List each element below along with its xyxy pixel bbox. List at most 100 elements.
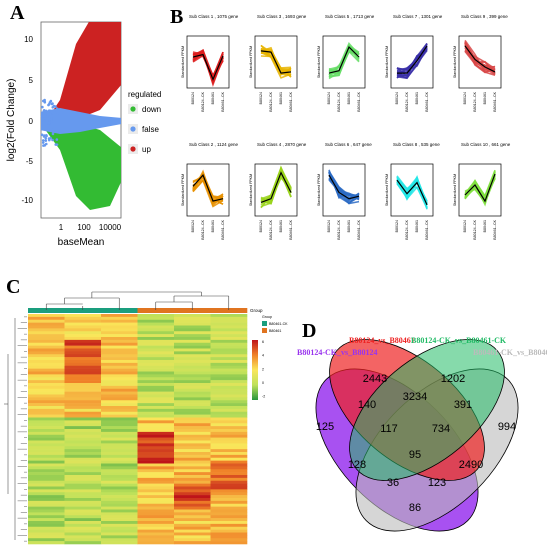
heatmap-cell [210, 506, 248, 510]
subplot-x-tick: B80461 [483, 92, 487, 104]
heatmap-cell [137, 380, 175, 384]
heatmap-cell [64, 383, 102, 387]
heatmap-cell [64, 452, 102, 456]
subplot-y-title: Standardized FPKM [317, 174, 321, 206]
heatmap-cell [64, 342, 102, 346]
heatmap-cell [28, 331, 65, 335]
heatmap-cell [64, 426, 102, 430]
heatmap-cell [137, 368, 175, 372]
group-legend-subtitle: Group [262, 315, 272, 319]
heatmap-cell [28, 408, 65, 413]
ma-point [52, 128, 56, 131]
subplot-x-tick: B80461 [211, 220, 215, 232]
color-scale-tick: 6 [262, 340, 264, 344]
heatmap-cell [174, 328, 211, 332]
cluster-subplot: Sub Class 4 , 2870 gene Standardized FPKM… [249, 142, 307, 240]
subplot-x-tick: B80461 [211, 92, 215, 104]
heatmap-cell [137, 408, 175, 413]
ma-plot-outliers [40, 98, 59, 147]
heatmap-cell [28, 472, 65, 476]
heatmap-cell [210, 403, 248, 407]
mean-profile-line [464, 45, 496, 73]
heatmap-cell [174, 449, 211, 453]
heatmap-cell [64, 420, 102, 424]
heatmap-cell [137, 498, 175, 502]
heatmap-cell [137, 322, 175, 326]
venn-count: 1202 [441, 373, 465, 385]
heatmap-cell [101, 380, 138, 384]
heatmap-cell [64, 345, 102, 349]
ma-point [55, 110, 58, 114]
subplot-x-tick: B80124--CK [405, 219, 409, 239]
heatmap-cell [64, 523, 102, 528]
heatmap-cell [28, 351, 65, 355]
ma-point [41, 115, 45, 118]
false-cloud [41, 108, 121, 134]
heatmap-cell [137, 452, 175, 456]
subplot-frame [458, 35, 502, 89]
heatmap-cell [64, 466, 102, 470]
ma-point [48, 138, 51, 142]
mean-profile-line [397, 45, 428, 74]
ma-point [50, 102, 54, 106]
panel-label-b: B [170, 6, 184, 28]
heatmap-cell [210, 357, 248, 361]
heatmap-cell [64, 460, 102, 464]
heatmap-legend: Group Group B80461-CK B80461 6 4 2 0 -2 [250, 308, 288, 400]
heatmap-cell [28, 486, 65, 490]
heatmap-cell [28, 437, 65, 441]
venn-count: 2490 [459, 459, 483, 471]
heatmap-cell [64, 506, 102, 510]
subplot-x-tick: B80124--CK [201, 219, 205, 239]
heatmap-cell [137, 463, 175, 467]
heatmap-cell [28, 414, 65, 418]
heatmap-cell [101, 408, 138, 413]
heatmap-cell [64, 434, 102, 438]
heatmap-cell [64, 477, 102, 482]
heatmap-cell [210, 385, 248, 390]
x-tick: 100 [77, 223, 91, 232]
heatmap-cell [174, 434, 211, 438]
heatmap-cell [174, 495, 211, 499]
heatmap-cell [174, 489, 211, 493]
heatmap-cell [174, 518, 211, 522]
heatmap-cell [174, 506, 211, 510]
heatmap-cell [101, 495, 138, 499]
heatmap-cell [101, 483, 138, 487]
subplot-y-title: Standardized FPKM [249, 46, 253, 78]
heatmap-cell [210, 443, 248, 447]
venn-count: 36 [387, 477, 399, 489]
heatmap-cell [137, 500, 175, 505]
heatmap-cell [28, 434, 65, 438]
heatmap-cell [210, 460, 248, 464]
cluster-subplot: Sub Class 10 , 661 gene Standardized FPKM… [453, 142, 511, 240]
heatmap-cell [28, 469, 65, 473]
heatmap-cell [28, 466, 65, 470]
heatmap-cell [101, 334, 138, 338]
heatmap-cell [137, 365, 175, 369]
heatmap-cell [28, 521, 65, 525]
heatmap-cell [137, 354, 175, 358]
heatmap-cell [174, 429, 211, 433]
heatmap-cell [64, 437, 102, 441]
subplot-x-tick: B80461 [279, 220, 283, 232]
subplot-x-tick: B80461--CK [357, 219, 361, 239]
heatmap-cell [28, 348, 65, 352]
heatmap-cell [137, 454, 175, 459]
ma-point [44, 142, 48, 146]
heatmap-cell [174, 529, 211, 533]
heatmap-cell [174, 466, 211, 470]
subplot-x-tick: B80461 [415, 220, 419, 232]
ma-point [40, 133, 44, 137]
heatmap-cell [28, 515, 65, 519]
heatmap-cell [174, 406, 211, 410]
gene-profile-line [192, 48, 224, 79]
subplot-x-tick: B80124 [463, 92, 467, 104]
heatmap-cell [64, 515, 102, 519]
heatmap-cell [137, 483, 175, 487]
heatmap-cell [64, 417, 102, 421]
heatmap-cell [28, 314, 65, 318]
venn-label-set-3: B80124-CK_vs_B80461-CK [411, 336, 507, 345]
heatmap-cell [210, 526, 248, 530]
heatmap-cell [64, 371, 102, 375]
